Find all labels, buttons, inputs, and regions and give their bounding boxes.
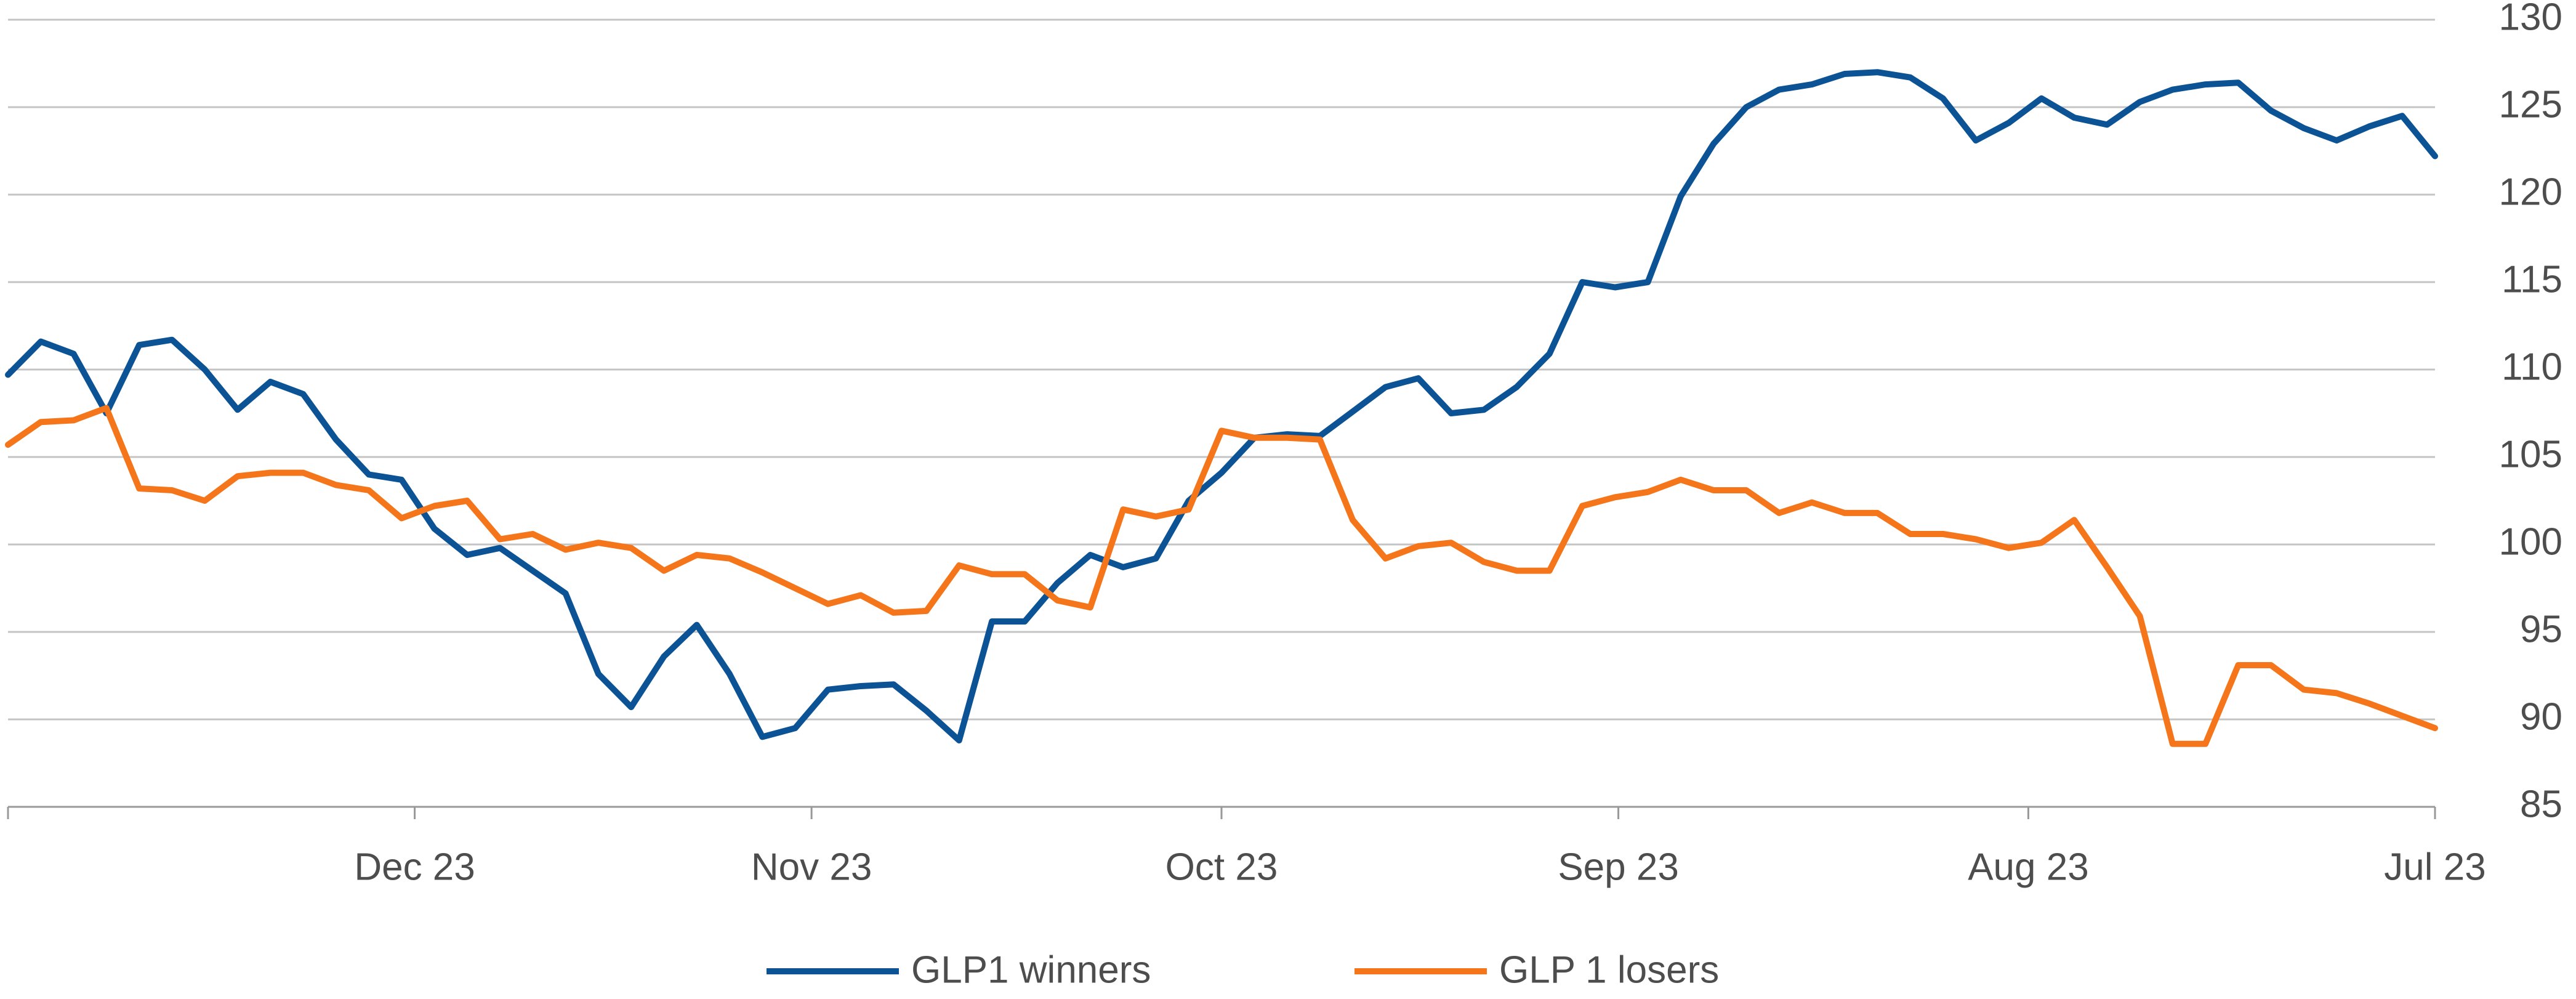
- y-tick-label: 125: [2499, 83, 2562, 126]
- x-tick-label: Oct 23: [1165, 846, 1278, 888]
- x-tick-label: Dec 23: [354, 846, 475, 888]
- x-tick-label: Jul 23: [2384, 846, 2485, 888]
- y-tick-label: 105: [2499, 433, 2562, 475]
- y-tick-label: 85: [2520, 783, 2562, 825]
- x-tick-label: Nov 23: [751, 846, 872, 888]
- x-tick-label: Aug 23: [1968, 846, 2089, 888]
- legend-label: GLP 1 losers: [1499, 948, 1719, 991]
- legend-label: GLP1 winners: [911, 948, 1151, 991]
- y-tick-label: 100: [2499, 520, 2562, 563]
- y-tick-label: 95: [2520, 608, 2562, 650]
- y-tick-label: 90: [2520, 695, 2562, 738]
- y-tick-label: 115: [2502, 258, 2562, 301]
- y-tick-label: 120: [2499, 171, 2562, 213]
- series-line: [5, 69, 2438, 744]
- y-tick-label: 130: [2499, 0, 2562, 38]
- y-tick-label: 110: [2502, 346, 2562, 388]
- series-line: [5, 405, 2438, 747]
- x-tick-label: Sep 23: [1558, 846, 1679, 888]
